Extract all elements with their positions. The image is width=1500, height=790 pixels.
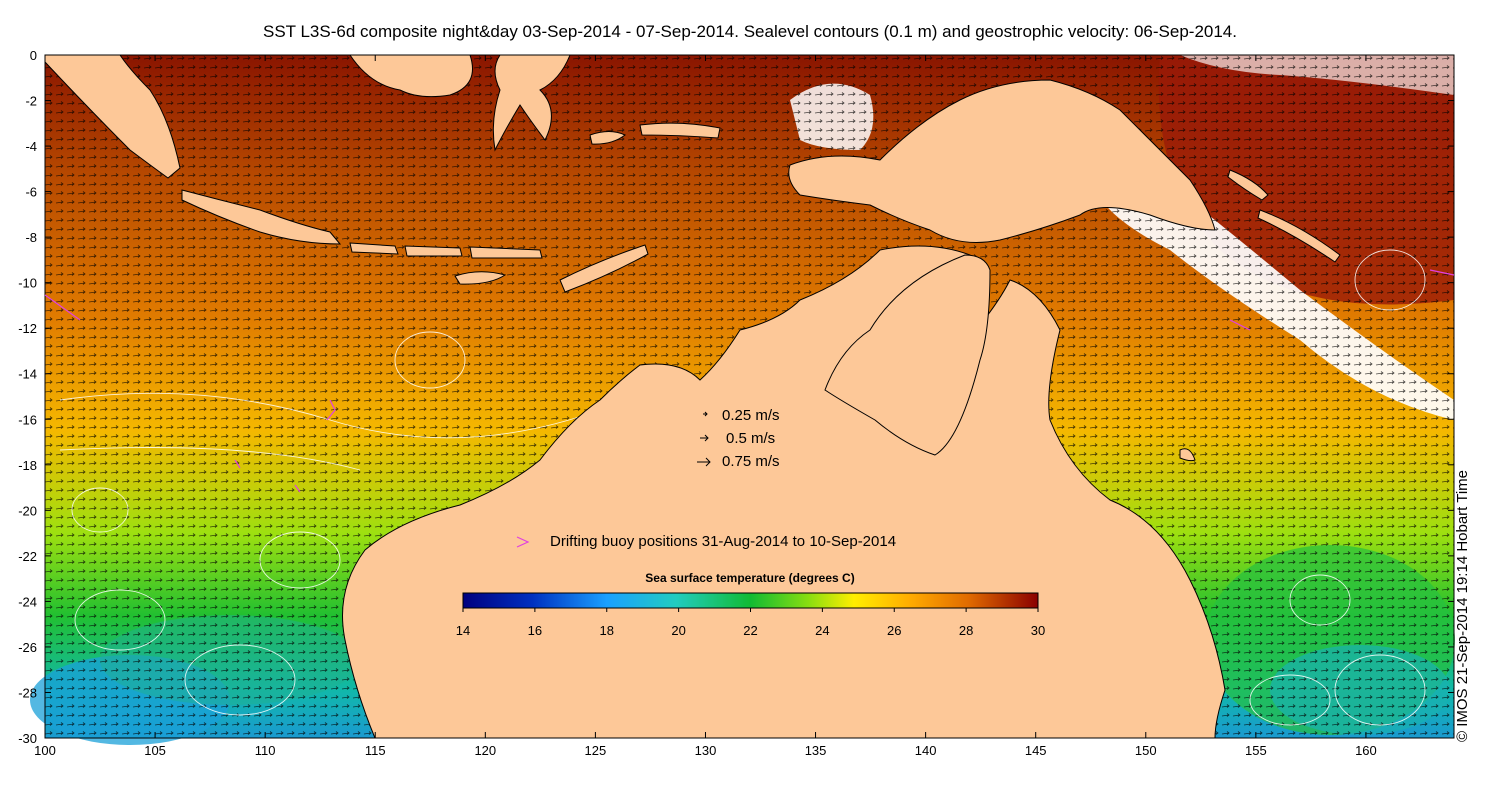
y-tick-label: -8: [25, 230, 37, 245]
colorbar-ticks: 14 16 18 20 22 24 26 28 30: [456, 608, 1045, 638]
y-tick-label: -28: [18, 685, 37, 700]
velocity-legend-label: 0.5 m/s: [726, 430, 775, 447]
y-tick-label: -2: [25, 94, 37, 109]
velocity-legend-label: 0.75 m/s: [722, 453, 780, 470]
sulawesi-landmass: [492, 54, 571, 152]
large-arrow-icon: [697, 457, 711, 467]
sealevel-contours: [59, 249, 1426, 726]
landmasses: [44, 54, 1341, 739]
y-tick-label: -4: [25, 139, 37, 154]
x-axis: 100 105 110 115 120 125 130 135 140 145 150 155 160: [34, 55, 1377, 758]
y-tick-label: -6: [25, 185, 37, 200]
solomon-islands-landmass: [1257, 209, 1341, 263]
sumba-landmass: [454, 271, 507, 285]
x-tick-label: 110: [255, 743, 276, 758]
colorbar-tick-label: 30: [1031, 623, 1045, 638]
timor-landmass: [559, 244, 649, 293]
x-tick-label: 125: [585, 743, 607, 758]
y-tick-label: -30: [18, 731, 37, 746]
imos-credit: © IMOS 21-Sep-2014 19:14 Hobart Time: [1454, 469, 1471, 742]
buru-landmass: [589, 131, 626, 145]
bougainville-landmass: [1227, 169, 1269, 201]
velocity-legend-label: 0.25 m/s: [722, 407, 780, 424]
x-tick-label: 105: [144, 743, 166, 758]
colorbar-tick-label: 18: [600, 623, 614, 638]
colorbar-tick-label: 22: [743, 623, 757, 638]
buoy-tracks: [44, 269, 1455, 493]
map-frame: [44, 54, 1455, 739]
y-tick-label: -18: [18, 458, 37, 473]
java-landmass: [181, 189, 342, 245]
x-tick-label: 145: [1025, 743, 1047, 758]
x-tick-label: 150: [1135, 743, 1157, 758]
buoy-legend-label: Drifting buoy positions 31-Aug-2014 to 1…: [550, 533, 896, 550]
colorbar-gradient: [462, 592, 1039, 609]
colorbar: Sea surface temperature (degrees C) 14 16…: [456, 571, 1045, 638]
x-tick-label: 120: [474, 743, 496, 758]
map-title: SST L3S-6d composite night&day 03-Sep-20…: [263, 22, 1237, 41]
sumatra-landmass: [44, 54, 181, 179]
colorbar-tick-label: 16: [528, 623, 542, 638]
y-tick-label: -26: [18, 640, 37, 655]
cape-york-landmass: [824, 254, 991, 456]
new-guinea-landmass: [788, 79, 1216, 243]
medium-arrow-icon: [700, 434, 709, 442]
x-tick-label: 140: [915, 743, 937, 758]
y-tick-label: -16: [18, 412, 37, 427]
y-tick-label: -14: [18, 367, 37, 382]
australia-landmass: [342, 245, 1226, 739]
x-tick-label: 130: [695, 743, 717, 758]
borneo-landmass: [349, 54, 473, 98]
colorbar-tick-label: 20: [671, 623, 685, 638]
colorbar-title: Sea surface temperature (degrees C): [645, 571, 854, 585]
x-tick-label: 115: [365, 743, 386, 758]
seram-landmass: [639, 122, 721, 139]
colorbar-tick-label: 28: [959, 623, 973, 638]
x-tick-label: 155: [1245, 743, 1267, 758]
x-tick-label: 160: [1355, 743, 1377, 758]
new-caledonia-landmass: [1179, 448, 1196, 462]
bali-lombok-landmass: [349, 242, 399, 255]
velocity-legend: 0.25 m/s 0.5 m/s 0.75 m/s: [697, 407, 780, 470]
y-axis: 0 -2 -4 -6 -8 -10 -12 -14 -16 -18 -20 -22 -24 -26 -28 -…: [18, 48, 1454, 746]
y-tick-label: 0: [30, 48, 37, 63]
y-tick-label: -24: [18, 594, 37, 609]
y-tick-label: -22: [18, 549, 37, 564]
y-tick-label: -12: [18, 321, 37, 336]
flores-landmass: [469, 246, 543, 259]
buoy-legend: Drifting buoy positions 31-Aug-2014 to 1…: [516, 533, 896, 550]
x-tick-label: 100: [34, 743, 56, 758]
y-tick-label: -20: [18, 503, 37, 518]
colorbar-tick-label: 26: [887, 623, 901, 638]
small-arrow-icon: [703, 411, 708, 417]
y-tick-label: -10: [18, 276, 37, 291]
sumbawa-landmass: [404, 245, 463, 257]
colorbar-tick-label: 24: [815, 623, 829, 638]
colorbar-tick-label: 14: [456, 623, 470, 638]
x-tick-label: 135: [805, 743, 827, 758]
buoy-marker-icon: [516, 536, 530, 548]
